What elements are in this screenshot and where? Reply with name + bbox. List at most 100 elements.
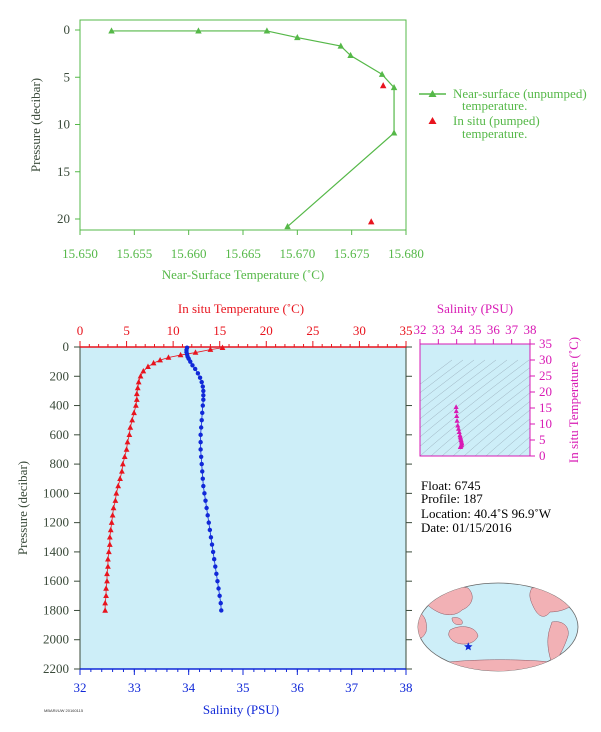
salinity-tick-label: 37 — [345, 680, 359, 695]
temperature-point — [133, 390, 140, 397]
temperature-point — [157, 356, 163, 363]
salinity-point — [198, 454, 204, 459]
in-situ-point — [367, 218, 375, 225]
ts-y-axis-label: In situ Temperature (˚C) — [566, 337, 581, 463]
top-x-tick-label: 15.650 — [62, 246, 98, 261]
pressure-tick-label: 1600 — [43, 573, 69, 588]
pressure-tick-label: 1800 — [43, 602, 69, 617]
top-y-tick-label: 0 — [64, 22, 71, 37]
salinity-point — [210, 549, 216, 555]
temperature-point — [131, 409, 137, 416]
temperature-point — [104, 570, 110, 577]
temperature-point — [110, 504, 117, 511]
salinity-point — [219, 608, 224, 613]
salinity-point — [213, 564, 218, 569]
ts-x-tick-label: 32 — [414, 322, 427, 337]
density-contour — [420, 359, 508, 429]
salinity-point — [198, 439, 203, 445]
pressure-tick-label: 2200 — [43, 661, 69, 676]
ts-y-tick-label: 0 — [539, 448, 546, 463]
salinity-point — [197, 375, 203, 380]
legend-red-label-1: In situ (pumped) — [453, 113, 540, 128]
temperature-point — [150, 359, 157, 366]
temperature-axis-ticks: 0 5 10 15 20 25 30 35 — [77, 323, 413, 347]
temperature-point — [102, 607, 109, 613]
top-y-tick-label: 15 — [57, 164, 70, 179]
temperature-point — [102, 599, 109, 606]
profile-number: Profile: 187 — [421, 491, 483, 506]
salinity-tick-label: 36 — [291, 680, 305, 695]
near-surface-point — [337, 42, 345, 49]
top-x-axis-label: Near-Surface Temperature (˚C) — [162, 267, 324, 282]
temperature-point — [135, 378, 142, 385]
density-contour — [420, 367, 530, 456]
temperature-point — [126, 431, 133, 438]
top-x-tick-label: 15.670 — [279, 246, 315, 261]
salinity-point — [217, 593, 222, 599]
temperature-point — [106, 541, 113, 547]
top-plot-frame — [79, 19, 407, 231]
salinity-point — [203, 498, 208, 503]
temperature-point — [103, 592, 109, 599]
legend-green-label-1: Near-surface (unpumped) — [453, 86, 587, 101]
salinity-point — [201, 393, 206, 398]
salinity-point — [200, 384, 205, 389]
pressure-tick-label: 200 — [50, 368, 70, 383]
temperature-point — [105, 548, 112, 555]
temperature-point — [117, 475, 123, 481]
temperature-tick-label: 20 — [260, 323, 273, 338]
salinity-tick-label: 33 — [128, 680, 141, 695]
near-surface-point — [390, 129, 398, 136]
salinity-axis-ticks: 32 33 34 35 36 37 38 — [74, 669, 413, 695]
salinity-point — [202, 491, 207, 496]
top-y-tick-label: 10 — [57, 117, 70, 132]
profile-y-axis-label: Pressure (decibar) — [15, 461, 30, 555]
temperature-tick-label: 0 — [77, 323, 84, 338]
temperature-point — [115, 482, 122, 489]
salinity-point — [209, 542, 215, 547]
temperature-point — [137, 373, 144, 379]
temperature-point — [165, 354, 172, 360]
salinity-point — [198, 432, 203, 438]
near-surface-point — [347, 51, 354, 59]
near-surface-point — [108, 27, 115, 34]
ts-x-tick-label: 34 — [450, 322, 464, 337]
temperature-tick-label: 5 — [123, 323, 130, 338]
legend-red-label-2: temperature. — [462, 126, 527, 141]
ts-point — [455, 426, 462, 431]
near-surface-point — [294, 33, 301, 41]
ts-point — [453, 408, 459, 414]
temperature-point — [119, 460, 126, 467]
temperature-point — [123, 446, 130, 452]
salinity-point — [216, 586, 221, 591]
ts-x-tick-label: 36 — [487, 322, 501, 337]
temperature-point — [140, 367, 147, 374]
profile-chart: 0 5 10 15 20 25 30 35 32 33 34 35 36 37 38 0 200 400 600… — [15, 301, 413, 717]
salinity-point — [200, 403, 205, 408]
ts-x-ticks: 32 33 34 35 36 37 38 — [414, 322, 537, 344]
temperature-tick-label: 10 — [167, 323, 180, 338]
salinity-point — [199, 379, 204, 385]
density-contour — [420, 359, 464, 394]
top-y-axis-label: Pressure (decibar) — [28, 78, 43, 172]
temperature-point — [124, 438, 131, 445]
footer-stamp: MBARI/UW 20160115 — [44, 708, 84, 713]
near-surface-point — [195, 27, 202, 34]
density-contour — [441, 383, 530, 456]
salinity-point — [218, 600, 223, 606]
temperature-point — [127, 424, 134, 430]
salinity-point — [214, 571, 219, 577]
temperature-tick-label: 25 — [306, 323, 319, 338]
ts-y-tick-label: 25 — [539, 368, 552, 383]
salinity-tick-label: 34 — [182, 680, 196, 695]
pressure-axis-ticks: 0 200 400 600 800 1000 1200 1400 1600 1800 2000 220… — [43, 339, 412, 676]
density-contour — [430, 375, 530, 456]
near-surface-line — [111, 30, 395, 228]
salinity-point — [212, 557, 217, 562]
map-land — [418, 585, 577, 671]
temperature-point — [192, 349, 199, 355]
density-contour — [485, 418, 530, 456]
top-x-tick-label: 15.665 — [225, 246, 261, 261]
